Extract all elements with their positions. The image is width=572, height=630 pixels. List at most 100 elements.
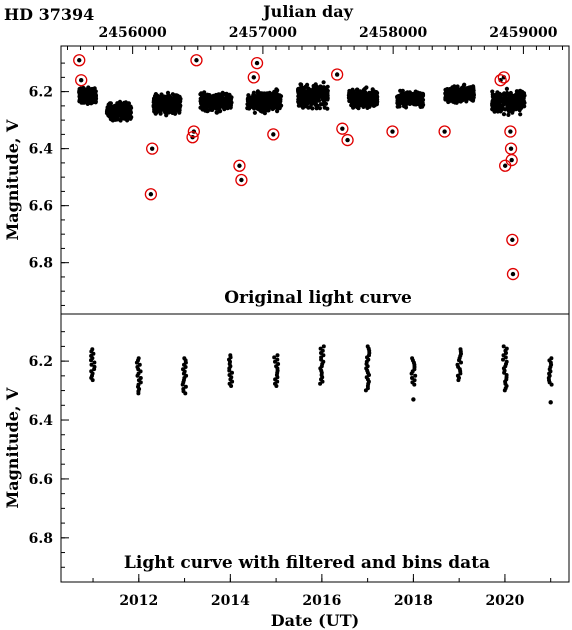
binned-point bbox=[501, 357, 505, 362]
binned-point bbox=[135, 373, 140, 378]
data-point bbox=[87, 98, 93, 103]
data-point bbox=[420, 100, 425, 105]
outlier-circle bbox=[506, 267, 520, 281]
data-point bbox=[418, 96, 423, 101]
data-point bbox=[503, 98, 508, 103]
data-point bbox=[522, 93, 527, 98]
binned-point bbox=[502, 388, 507, 393]
data-point bbox=[469, 97, 474, 102]
data-point bbox=[79, 97, 84, 102]
data-point bbox=[361, 100, 366, 105]
top-panel-outlier-circles bbox=[73, 54, 520, 281]
data-point bbox=[165, 108, 170, 113]
data-point bbox=[77, 86, 82, 92]
data-point bbox=[506, 112, 511, 117]
data-point bbox=[258, 102, 263, 107]
binned-point bbox=[89, 358, 93, 363]
data-point bbox=[275, 105, 280, 110]
data-point bbox=[490, 102, 495, 107]
outlier-circle bbox=[233, 159, 246, 172]
binned-point bbox=[92, 367, 97, 372]
data-point bbox=[275, 109, 280, 114]
data-point bbox=[209, 107, 214, 112]
outlier-circle bbox=[336, 122, 349, 135]
binned-point bbox=[89, 362, 94, 367]
data-point bbox=[224, 91, 229, 96]
outlier-circle bbox=[146, 142, 159, 155]
data-point bbox=[113, 117, 118, 122]
data-point bbox=[452, 94, 457, 99]
data-point bbox=[123, 111, 128, 116]
binned-point bbox=[275, 353, 280, 358]
outlier-circle bbox=[497, 71, 511, 84]
outlier-point bbox=[510, 237, 515, 243]
bottom-tick-label: 2016 bbox=[302, 593, 341, 609]
data-point bbox=[318, 102, 324, 107]
data-point bbox=[458, 89, 463, 94]
data-point bbox=[346, 95, 352, 100]
data-point bbox=[491, 107, 496, 112]
data-point bbox=[306, 86, 311, 91]
y-tick-label: 6.8 bbox=[29, 531, 53, 547]
data-point bbox=[224, 99, 229, 104]
binned-point bbox=[90, 378, 95, 383]
binned-point bbox=[272, 355, 277, 360]
data-point bbox=[173, 93, 178, 98]
data-point bbox=[455, 91, 460, 96]
data-point bbox=[350, 87, 355, 92]
data-point bbox=[81, 88, 86, 94]
data-point bbox=[497, 91, 502, 96]
data-point bbox=[159, 103, 164, 108]
data-point bbox=[263, 103, 268, 108]
data-point bbox=[219, 103, 224, 108]
data-point bbox=[162, 99, 167, 104]
binned-point bbox=[229, 384, 234, 388]
outlier-point bbox=[148, 192, 154, 197]
data-point bbox=[277, 97, 282, 102]
data-point bbox=[325, 106, 330, 111]
outlier-point bbox=[77, 58, 82, 63]
data-point bbox=[262, 97, 267, 102]
data-point bbox=[308, 104, 313, 110]
data-point bbox=[84, 94, 89, 99]
data-point bbox=[205, 97, 210, 102]
data-point bbox=[404, 94, 409, 99]
data-point bbox=[252, 110, 257, 115]
outlier-circle bbox=[190, 54, 203, 67]
data-point bbox=[106, 109, 111, 114]
data-point bbox=[317, 106, 322, 111]
y-tick-label: 6.4 bbox=[29, 413, 54, 429]
outlier-point bbox=[334, 72, 340, 77]
data-point bbox=[461, 83, 466, 88]
data-point bbox=[519, 97, 524, 102]
data-point bbox=[445, 87, 450, 92]
bottom-panel-y-label: Magnitude, V bbox=[3, 387, 22, 509]
data-point bbox=[305, 82, 310, 87]
data-point bbox=[264, 92, 269, 97]
binned-point bbox=[413, 373, 418, 378]
outlier-point bbox=[78, 78, 84, 83]
data-point bbox=[514, 97, 519, 102]
data-point bbox=[176, 98, 181, 103]
data-point bbox=[107, 114, 112, 119]
bottom-tick-label: 2012 bbox=[119, 593, 158, 609]
data-point bbox=[260, 107, 265, 113]
data-point bbox=[296, 103, 301, 108]
data-point bbox=[108, 101, 113, 106]
binned-point bbox=[180, 382, 185, 387]
data-point bbox=[313, 103, 318, 108]
data-point bbox=[370, 90, 375, 95]
data-point bbox=[402, 101, 407, 107]
outlier-point bbox=[508, 146, 514, 151]
bottom-panel-frame bbox=[60, 313, 570, 583]
outlier-point bbox=[442, 129, 447, 134]
data-point bbox=[510, 110, 515, 115]
data-point bbox=[516, 106, 522, 111]
binned-point bbox=[456, 378, 461, 383]
bottom-axis-title: Date (UT) bbox=[271, 611, 359, 630]
data-point bbox=[156, 108, 161, 113]
data-point bbox=[177, 105, 182, 110]
data-point bbox=[374, 102, 379, 107]
data-point bbox=[256, 107, 261, 112]
outlier-circle bbox=[506, 233, 519, 247]
